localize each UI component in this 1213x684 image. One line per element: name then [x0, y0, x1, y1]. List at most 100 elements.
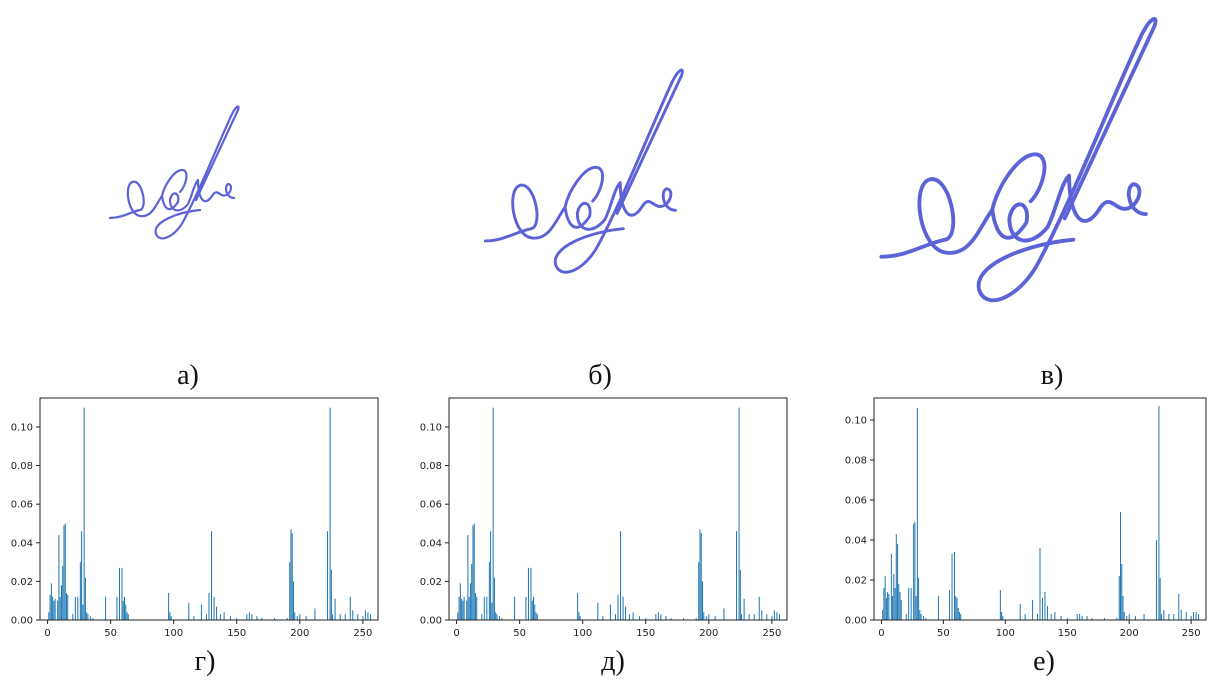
- bar: [887, 592, 889, 620]
- bar: [1126, 616, 1128, 620]
- bar: [493, 577, 495, 620]
- bar: [897, 544, 899, 620]
- caption-a: а): [177, 360, 199, 391]
- signature-large: [860, 5, 1180, 325]
- bar: [999, 590, 1001, 620]
- caption-b: б): [588, 360, 612, 391]
- x-tick-label: 100: [573, 628, 592, 639]
- bar: [292, 581, 295, 620]
- bar: [645, 618, 647, 620]
- x-tick-label: 0: [878, 628, 884, 639]
- bar: [291, 533, 293, 620]
- bar: [498, 616, 500, 620]
- bar: [118, 567, 120, 620]
- x-tick-label: 200: [1120, 628, 1139, 639]
- bar: [892, 596, 894, 620]
- bar: [937, 596, 939, 620]
- bar: [602, 616, 604, 620]
- bar: [913, 524, 915, 620]
- bar: [246, 614, 248, 620]
- bar: [82, 604, 84, 620]
- bar: [1037, 614, 1039, 620]
- bar: [705, 616, 707, 620]
- x-tick-label: 200: [699, 628, 718, 639]
- bar: [1160, 614, 1162, 620]
- bar: [577, 592, 579, 620]
- bar: [89, 616, 91, 620]
- bar: [1001, 612, 1003, 620]
- y-tick-label: 0.10: [11, 422, 33, 433]
- bar: [958, 612, 960, 620]
- bar: [305, 616, 307, 620]
- bar: [1134, 616, 1136, 620]
- bar: [723, 608, 725, 620]
- bar: [58, 535, 60, 620]
- bar: [219, 614, 221, 620]
- bar: [714, 616, 716, 620]
- bar: [121, 567, 123, 620]
- bar: [1190, 616, 1192, 620]
- y-tick-label: 0.10: [845, 416, 867, 427]
- bar: [357, 614, 359, 620]
- bar: [349, 596, 351, 620]
- bar: [79, 562, 81, 620]
- caption-g: г): [194, 646, 216, 677]
- bar: [530, 567, 532, 620]
- bar: [116, 596, 118, 620]
- bar: [773, 610, 775, 620]
- bar: [327, 531, 329, 620]
- bar: [64, 523, 66, 620]
- bar: [488, 562, 490, 620]
- bar: [251, 614, 253, 620]
- bar: [170, 616, 172, 620]
- bar: [223, 612, 225, 620]
- caption-v: в): [1040, 360, 1064, 391]
- bar: [200, 604, 202, 620]
- bar: [884, 576, 886, 620]
- bar: [236, 618, 238, 620]
- bar: [753, 614, 755, 620]
- bar: [700, 533, 702, 620]
- bar: [81, 531, 83, 620]
- bar: [925, 618, 927, 620]
- y-tick-label: 0.10: [420, 422, 442, 433]
- bar: [294, 612, 296, 620]
- bar: [1060, 616, 1062, 620]
- bar: [579, 616, 581, 620]
- bar: [908, 588, 910, 620]
- y-tick-label: 0.04: [11, 538, 33, 549]
- bar: [1121, 564, 1123, 620]
- x-tick-label: 150: [227, 628, 246, 639]
- y-tick-label: 0.00: [420, 616, 442, 627]
- bar: [701, 581, 704, 620]
- bar: [743, 598, 745, 620]
- bar: [665, 616, 667, 620]
- bar: [620, 531, 622, 620]
- histogram-e: 0.00 0.02 0.04 0.06 0.08 0.10 0 50 100 150 200 250: [830, 392, 1213, 642]
- bar: [462, 600, 464, 620]
- bar: [334, 598, 336, 620]
- bar: [1002, 616, 1004, 620]
- bar: [923, 616, 925, 620]
- y-tick-label: 0.00: [845, 616, 867, 627]
- bar: [738, 407, 740, 620]
- bar: [670, 618, 672, 620]
- bar: [369, 614, 371, 620]
- bar: [531, 600, 533, 620]
- bar: [54, 598, 56, 620]
- bar: [205, 614, 207, 620]
- bar: [609, 604, 611, 620]
- bar: [920, 614, 922, 620]
- bar: [289, 562, 291, 620]
- bar: [919, 610, 921, 620]
- bar: [65, 592, 67, 620]
- y-tick-label: 0.06: [845, 496, 867, 507]
- bar: [286, 618, 288, 620]
- y-tick-label: 0.06: [11, 500, 33, 511]
- bar: [332, 614, 334, 620]
- bar: [625, 606, 627, 620]
- bar: [951, 554, 953, 620]
- bar: [956, 598, 958, 620]
- bar: [86, 612, 88, 620]
- x-tick-label: 200: [290, 628, 309, 639]
